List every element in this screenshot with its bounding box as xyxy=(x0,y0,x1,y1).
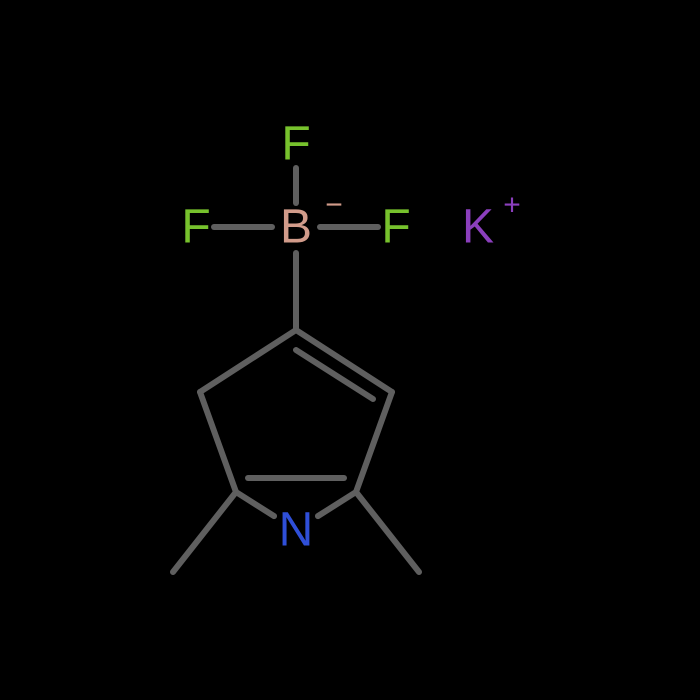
ring-bond-2a xyxy=(318,492,356,516)
methyl-bond-1 xyxy=(356,492,419,572)
atom-K: K xyxy=(462,201,494,254)
methyl-bond-0 xyxy=(173,492,236,572)
ring-bond-4 xyxy=(200,330,296,392)
atom-N: N xyxy=(279,504,314,557)
atom-F_right: F xyxy=(381,201,410,254)
ring-bond-1 xyxy=(356,392,392,492)
atom-F_left: F xyxy=(181,201,210,254)
atom-B: B xyxy=(280,201,312,254)
charge-B: − xyxy=(325,189,343,222)
charge-K: + xyxy=(503,189,521,222)
ring-bond-3 xyxy=(200,392,236,492)
atom-F_top: F xyxy=(281,118,310,171)
ring-bond-2b xyxy=(236,492,274,516)
